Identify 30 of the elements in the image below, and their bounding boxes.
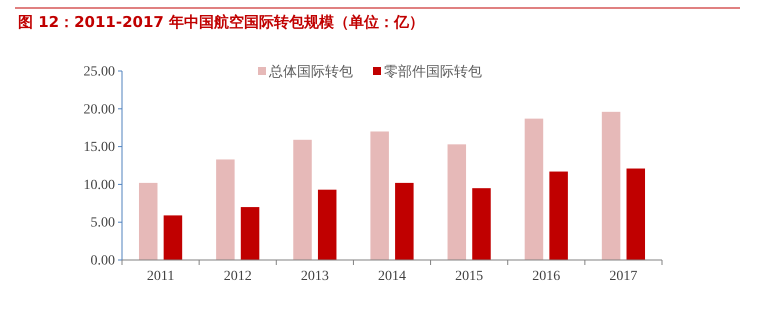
bar [549,172,568,260]
bar [293,140,312,260]
bar [138,182,158,260]
legend-label: 零部件国际转包 [384,64,482,80]
y-tick-label: 10.00 [84,178,115,193]
bar [626,168,646,260]
bar [240,207,260,260]
bar [164,215,182,260]
bar [602,112,620,260]
y-tick-label: 15.00 [84,140,115,156]
x-tick-label: 2014 [378,268,406,284]
bar [472,188,491,260]
x-tick-label: 2011 [146,268,174,284]
y-tick-label: 25.00 [84,64,115,80]
bar [524,118,544,260]
bar [370,131,389,260]
y-tick-label: 5.00 [90,216,115,231]
bar [395,182,414,260]
x-tick-label: 2013 [300,268,329,284]
x-tick-label: 2012 [224,268,252,284]
y-tick-label: 0.00 [90,253,115,268]
bar [216,159,235,260]
x-tick-label: 2016 [532,268,560,284]
chart-title: 图 12：2011-2017 年中国航空国际转包规模（单位：亿） [18,13,424,31]
y-tick-label: 20.00 [84,102,115,118]
legend-label: 总体国际转包 [268,64,353,80]
x-tick-label: 2017 [609,268,638,284]
bar [318,190,336,260]
x-tick-label: 2015 [455,268,484,284]
bar [448,144,466,260]
